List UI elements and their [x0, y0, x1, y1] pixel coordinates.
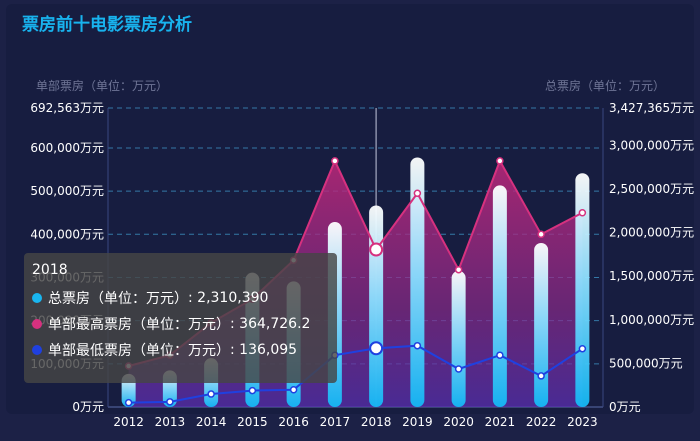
- min-box-office-point: [413, 341, 422, 350]
- max-box-office-point: [496, 157, 504, 165]
- min-box-office-point: [496, 351, 504, 359]
- x-tick-label: 2019: [402, 415, 433, 429]
- tooltip-value-min: 136,095: [239, 342, 298, 358]
- tooltip: 2018 总票房（单位：万元）: 2,310,390 单部最高票房（单位：万元）…: [24, 253, 337, 383]
- y-left-tick-label: 692,563万元: [30, 101, 104, 115]
- x-tick-label: 2012: [113, 415, 144, 429]
- tooltip-sep-total: :: [188, 290, 198, 306]
- tooltip-sep-min: :: [230, 342, 240, 358]
- total-box-office-bar: [534, 242, 549, 407]
- tooltip-row-max: 单部最高票房（单位：万元）: 364,726.2: [32, 314, 310, 334]
- tooltip-value-max: 364,726.2: [239, 316, 311, 332]
- x-tick-label: 2013: [155, 415, 186, 429]
- x-tick-label: 2018: [361, 415, 392, 429]
- tooltip-row-min: 单部最低票房（单位：万元）: 136,095: [32, 340, 297, 360]
- x-tick-label: 2021: [485, 415, 516, 429]
- min-box-office-point: [166, 398, 174, 406]
- y-right-tick-label: 2,500,000万元: [609, 182, 694, 196]
- x-tick-label: 2023: [567, 415, 598, 429]
- y-right-tick-label: 3,000,000万元: [609, 138, 694, 152]
- min-box-office-point: [578, 344, 587, 353]
- x-tick-label: 2016: [278, 415, 309, 429]
- max-box-office-point: [537, 230, 545, 239]
- min-box-office-point: [207, 390, 215, 398]
- min-box-office-point: [124, 398, 133, 407]
- tooltip-dot-max: [32, 319, 42, 329]
- min-box-office-line: [128, 344, 583, 404]
- tooltip-title: 2018: [32, 262, 68, 278]
- tooltip-dot-min: [32, 345, 42, 355]
- tooltip-value-total: 2,310,390: [197, 290, 269, 306]
- total-box-office-bar: [492, 185, 507, 407]
- max-box-office-point: [454, 265, 463, 274]
- total-box-office-bar: [575, 173, 590, 407]
- min-box-office-point: [454, 365, 463, 373]
- y-left-tick-label: 0万元: [72, 400, 104, 414]
- y-right-tick-label: 2,000,000万元: [609, 226, 694, 240]
- tooltip-dot-total: [32, 293, 42, 303]
- y-left-tick-label: 500,000万元: [30, 184, 104, 198]
- tooltip-label-min: 单部最低票房（单位：万元）: [48, 343, 230, 359]
- total-box-office-bar: [369, 205, 384, 407]
- min-box-office-point: [289, 385, 298, 394]
- x-tick-label: 2017: [320, 415, 351, 429]
- total-box-office-bar: [451, 270, 466, 407]
- y-right-tick-label: 1,500,000万元: [609, 269, 694, 283]
- y-right-axis-title: 总票房（单位：万元）: [545, 78, 665, 93]
- y-left-tick-label: 400,000万元: [30, 227, 104, 241]
- y-right-tick-label: 0万元: [609, 400, 641, 414]
- y-right-tick-label: 3,427,365万元: [609, 101, 694, 115]
- tooltip-sep-max: :: [230, 316, 240, 332]
- max-box-office-point: [331, 157, 339, 165]
- y-right-tick-label: 500,000万元: [609, 356, 683, 370]
- min-box-office-point: [369, 341, 384, 356]
- tooltip-label-max: 单部最高票房（单位：万元）: [48, 317, 230, 333]
- x-tick-label: 2022: [526, 415, 557, 429]
- max-box-office-point: [413, 189, 422, 198]
- x-tick-label: 2020: [443, 415, 474, 429]
- tooltip-label-total: 总票房（单位：万元）: [48, 291, 188, 307]
- min-box-office-point: [248, 386, 257, 395]
- y-left-tick-label: 600,000万元: [30, 141, 104, 155]
- x-tick-label: 2015: [237, 415, 268, 429]
- max-box-office-point: [369, 242, 384, 257]
- page-title: 票房前十电影票房分析: [22, 15, 192, 35]
- max-box-office-point: [578, 208, 587, 217]
- y-left-axis-title: 单部票房（单位：万元）: [36, 78, 168, 93]
- min-box-office-point: [537, 372, 545, 380]
- x-tick-label: 2014: [196, 415, 227, 429]
- y-right-tick-label: 1,000,000万元: [609, 313, 694, 327]
- tooltip-row-total: 总票房（单位：万元）: 2,310,390: [32, 288, 268, 308]
